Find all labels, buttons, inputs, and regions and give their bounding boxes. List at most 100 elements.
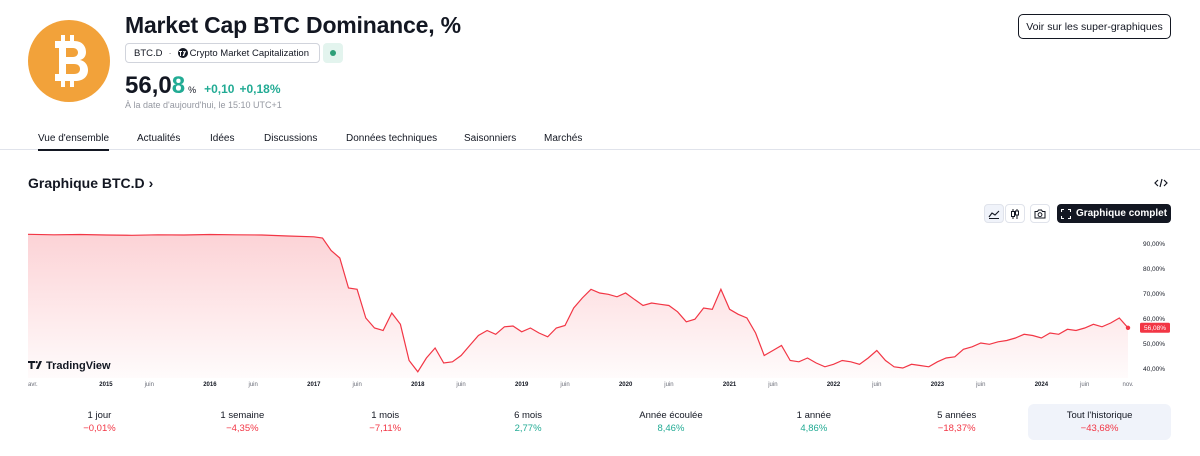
performance-periods: 1 jour −0,01% 1 semaine −4,35% 1 mois −7,11% 6…	[28, 404, 1171, 440]
data-source: Crypto Market Capitalization	[189, 47, 309, 59]
x-tick-label: 2017	[307, 382, 321, 388]
y-tick-label: 90,00%	[1143, 241, 1165, 248]
candles-icon	[1011, 208, 1019, 219]
x-tick-label: 2018	[411, 382, 425, 388]
period-1[interactable]: 1 semaine −4,35%	[171, 404, 314, 440]
period-6[interactable]: 5 années −18,37%	[885, 404, 1028, 440]
period-label: 1 jour	[87, 410, 112, 421]
last-value-tag	[1140, 322, 1170, 333]
x-tick-label: 2024	[1035, 382, 1049, 388]
tab-technicals[interactable]: Données techniques	[346, 133, 438, 144]
x-tick-label: 2023	[931, 382, 945, 388]
price-last-digit: 8	[171, 72, 186, 99]
tab-markets[interactable]: Marchés	[544, 133, 583, 144]
y-tick-label: 70,00%	[1143, 291, 1165, 298]
x-tick-label: 2022	[827, 382, 841, 388]
x-tick-label: juin	[975, 382, 985, 388]
x-tick-label: juin	[767, 382, 777, 388]
y-tick-label: 40,00%	[1143, 366, 1165, 373]
tradingview-wordmark: TradingView	[46, 360, 111, 372]
ticker-separator: ·	[168, 47, 172, 59]
tab-overview[interactable]: Vue d'ensemble	[38, 133, 110, 151]
x-tick-label: juin	[871, 382, 881, 388]
period-4[interactable]: Année écoulée 8,46%	[600, 404, 743, 440]
snapshot-button[interactable]	[1030, 204, 1050, 223]
fullscreen-icon	[1060, 208, 1071, 219]
x-tick-label: 2016	[203, 382, 217, 388]
tradingview-mini-icon	[177, 48, 188, 58]
x-tick-label: juin	[663, 382, 673, 388]
period-change-value: 4,86%	[800, 423, 828, 434]
period-label: 1 semaine	[220, 410, 265, 421]
y-tick-label: 80,00%	[1143, 266, 1165, 273]
x-tick-label: juin	[144, 382, 154, 388]
y-tick-label: 60,00%	[1143, 316, 1165, 323]
period-change-value: −43,68%	[1080, 423, 1119, 434]
x-tick-label: juin	[559, 382, 569, 388]
last-value-label: 56,08%	[1144, 325, 1166, 332]
chevron-right-icon: ›	[148, 175, 154, 191]
period-change-value: 2,77%	[514, 423, 542, 434]
x-tick-label: 2020	[619, 382, 633, 388]
ticker-symbol: BTC.D	[134, 47, 163, 59]
price-block: 56,0 8 % +0,10 +0,18%	[125, 72, 281, 100]
period-change-value: −0,01%	[83, 423, 116, 434]
period-7[interactable]: Tout l'historique −43,68%	[1028, 404, 1171, 440]
price-change: +0,10	[204, 82, 235, 96]
candles-button[interactable]	[1005, 204, 1025, 223]
tradingview-watermark: TradingView	[28, 360, 111, 372]
tab-discussions[interactable]: Discussions	[264, 133, 318, 144]
period-label: 1 mois	[371, 410, 400, 421]
period-0[interactable]: 1 jour −0,01%	[28, 404, 171, 440]
btc-dominance-chart[interactable]: 90,00% 80,00% 70,00% 60,00% 50,00% 40,00% avr…	[0, 228, 1200, 390]
embed-code-icon[interactable]	[1154, 177, 1168, 189]
price-unit: %	[188, 85, 197, 95]
x-tick-label: 2019	[515, 382, 529, 388]
price-value: 56,0	[125, 72, 172, 99]
period-3[interactable]: 6 mois 2,77%	[457, 404, 600, 440]
chart-title-text: Graphique BTC.D	[28, 175, 145, 191]
super-charts-button[interactable]: Voir sur les super-graphiques	[1018, 14, 1171, 39]
period-label: Tout l'historique	[1066, 410, 1133, 421]
camera-icon	[1034, 209, 1046, 218]
bitcoin-icon	[55, 35, 88, 87]
ticker-chip[interactable]: BTC.D · Crypto Market Capitalization	[125, 43, 320, 63]
period-label: 6 mois	[514, 410, 543, 421]
area-chart-button[interactable]	[984, 204, 1004, 223]
tab-seasonals[interactable]: Saisonniers	[464, 133, 517, 144]
x-tick-label: juin	[248, 382, 258, 388]
price-change-percent: +0,18%	[239, 82, 281, 96]
chart-area-fill	[28, 234, 1128, 378]
bitcoin-logo	[28, 20, 110, 102]
x-tick-label: juin	[455, 382, 465, 388]
x-tick-label: avr.	[28, 382, 38, 388]
tab-news[interactable]: Actualités	[137, 133, 181, 144]
tradingview-logo-icon	[28, 361, 42, 369]
y-tick-label: 50,00%	[1143, 341, 1165, 348]
period-change-value: −18,37%	[937, 423, 976, 434]
x-tick-label: juin	[351, 382, 361, 388]
period-change-value: 8,46%	[657, 423, 685, 434]
period-label: 5 années	[937, 410, 977, 421]
period-2[interactable]: 1 mois −7,11%	[314, 404, 457, 440]
x-tick-label: 2015	[99, 382, 113, 388]
chart-section-title[interactable]: Graphique BTC.D ›	[28, 175, 153, 191]
market-status-badge[interactable]	[323, 43, 343, 63]
period-5[interactable]: 1 année 4,86%	[742, 404, 885, 440]
status-dot	[330, 50, 336, 56]
period-label: 1 année	[796, 410, 831, 421]
tab-bar: Vue d'ensemble Actualités Idées Discussi…	[0, 124, 1200, 151]
as-of-timestamp: À la date d'aujourd'hui, le 15:10 UTC+1	[125, 100, 282, 110]
period-change-value: −4,35%	[226, 423, 259, 434]
full-chart-label: Graphique complet	[1075, 208, 1168, 219]
tab-ideas[interactable]: Idées	[210, 133, 235, 144]
x-tick-label: 2021	[723, 382, 737, 388]
last-point-marker	[1125, 325, 1131, 330]
full-chart-button[interactable]: Graphique complet	[1057, 204, 1171, 223]
x-tick-label: juin	[1079, 382, 1089, 388]
page-title: Market Cap BTC Dominance, %	[125, 12, 461, 38]
area-chart-icon	[988, 210, 1000, 219]
period-label: Année écoulée	[639, 410, 703, 421]
chart-series-line	[27, 233, 1129, 373]
period-change-value: −7,11%	[369, 423, 402, 434]
